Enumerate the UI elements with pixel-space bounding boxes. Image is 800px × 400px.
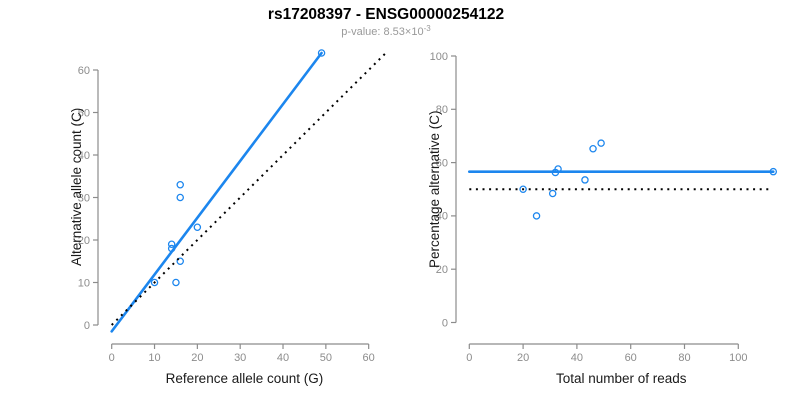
y-tick-label: 60 (78, 65, 90, 77)
y-tick-label: 80 (436, 104, 448, 116)
figure-subtitle: p-value: 8.53×10-3 (0, 24, 772, 38)
data-point (317, 49, 326, 57)
figure-title: rs17208397 - ENSG00000254122 (267, 6, 505, 23)
data-point (532, 212, 541, 220)
x-tick-label: 80 (678, 352, 690, 364)
y-tick-label: 40 (78, 150, 90, 162)
data-point (172, 278, 180, 287)
data-point (597, 139, 605, 147)
x-tick-label: 60 (625, 352, 637, 364)
data-point (167, 244, 176, 253)
data-point (769, 167, 778, 176)
x-axis-title: Total number of reads (556, 371, 687, 386)
data-point (167, 240, 176, 248)
pvalue-exponent: -3 (423, 24, 431, 33)
x-tick-label: 40 (277, 352, 289, 364)
right-scatter-plot: 0 20 40 60 80 100 0 20 40 60 80 100 Total number of … (427, 51, 778, 386)
x-tick-label: 60 (363, 352, 375, 364)
y-tick-label: 10 (78, 277, 90, 289)
y-tick-label: 40 (436, 211, 448, 223)
left-scatter-plot: 0 10 20 30 40 50 60 0 10 20 30 40 50 60 Reference alle… (69, 49, 387, 386)
data-point (548, 189, 557, 198)
x-tick-label: 50 (320, 352, 332, 364)
x-tick-label: 0 (109, 352, 115, 364)
data-point (589, 144, 597, 153)
null-dotted-line (110, 52, 387, 326)
y-tick-label: 50 (78, 107, 90, 119)
x-tick-label: 0 (466, 352, 472, 364)
data-point (176, 257, 184, 265)
data-point (519, 185, 527, 193)
y-tick-label: 20 (78, 235, 90, 247)
fit-line (110, 51, 323, 333)
y-tick-label: 100 (430, 51, 448, 63)
y-tick-label: 0 (84, 320, 90, 332)
x-axis-title: Reference allele count (G) (166, 371, 324, 386)
pvalue-text: p-value: 8.53×10 (341, 26, 424, 38)
x-tick-label: 40 (571, 352, 583, 364)
data-point (176, 193, 184, 202)
data-point (581, 176, 589, 184)
x-tick-label: 10 (148, 352, 160, 364)
data-point (193, 223, 202, 231)
y-tick-label: 30 (78, 192, 90, 204)
data-point (150, 278, 159, 287)
x-tick-label: 20 (191, 352, 203, 364)
x-tick-label: 100 (729, 352, 747, 364)
x-tick-label: 30 (234, 352, 246, 364)
y-axis-title: Alternative allele count (C) (69, 108, 84, 266)
x-tick-label: 20 (517, 352, 529, 364)
data-point (176, 180, 184, 189)
y-axis-title: Percentage alternative (C) (427, 110, 442, 268)
y-tick-label: 0 (442, 317, 448, 329)
data-point (554, 165, 562, 173)
y-tick-label: 60 (436, 157, 448, 169)
y-tick-label: 20 (436, 264, 448, 276)
figure-header: rs17208397 - ENSG00000254122 p-value: 8.… (0, 6, 772, 38)
